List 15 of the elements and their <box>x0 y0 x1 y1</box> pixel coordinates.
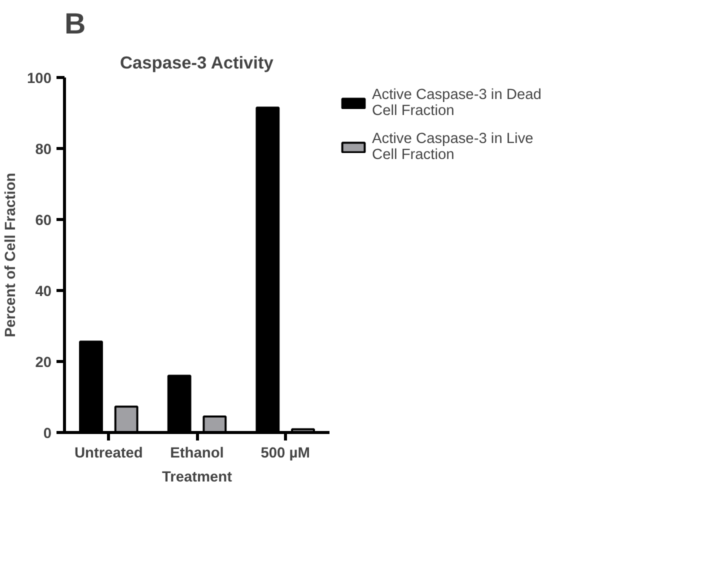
x-tick-label: Untreated <box>74 446 143 462</box>
x-tick-label: 500 µM <box>260 446 310 462</box>
y-tick-label: 60 <box>35 213 52 229</box>
y-axis-title: Percent of Cell Fraction <box>3 172 20 338</box>
chart-title: Caspase-3 Activity <box>120 52 274 72</box>
y-tick-label: 40 <box>35 284 52 300</box>
y-tick-label: 0 <box>43 426 52 442</box>
y-tick-label: 80 <box>35 142 52 158</box>
legend-label: Active Caspase-3 in Dead Cell Fraction <box>372 87 542 119</box>
y-tick-label: 100 <box>27 71 52 87</box>
legend-label: Active Caspase-3 in Live Cell Fraction <box>372 131 534 163</box>
y-tick-label: 20 <box>35 355 52 371</box>
x-axis-title: Treatment <box>162 470 232 486</box>
text: B <box>64 8 86 40</box>
x-tick-label: Ethanol <box>170 446 224 462</box>
